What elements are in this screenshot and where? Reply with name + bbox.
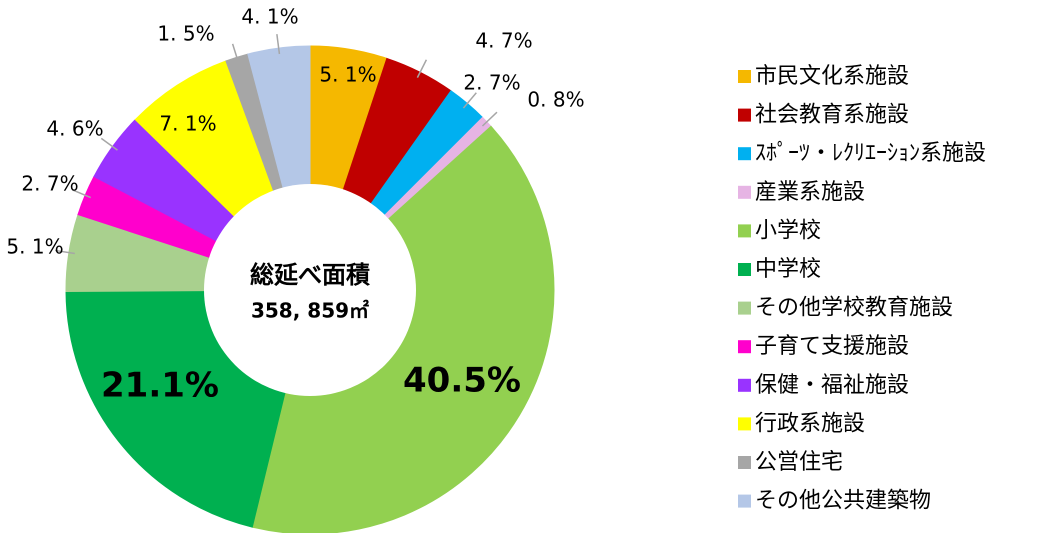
data-label: 2. 7% — [463, 71, 520, 95]
legend-swatch — [738, 108, 751, 122]
legend-label: 子育て支援施設 — [755, 334, 909, 359]
legend-label: 保健・福祉施設 — [755, 373, 909, 398]
legend-swatch — [738, 301, 751, 315]
legend-swatch — [738, 494, 751, 508]
leader-line — [462, 92, 477, 109]
donut-hole — [204, 184, 416, 396]
data-label: 21.1% — [101, 366, 219, 406]
center-title: 総延べ面積 — [250, 261, 370, 289]
leader-line — [416, 59, 428, 78]
legend-swatch — [738, 456, 751, 469]
legend-swatch — [738, 147, 751, 161]
donut-slice — [65, 290, 286, 528]
data-label: 4. 6% — [46, 117, 103, 141]
leader-line — [54, 249, 75, 255]
leader-line — [481, 111, 498, 127]
legend-swatch — [738, 70, 751, 83]
legend-label: ｽﾎﾟｰﾂ・ﾚｸﾘｴｰｼｮﾝ系施設 — [755, 141, 986, 166]
legend-swatch — [738, 378, 751, 392]
data-label: 0. 8% — [527, 88, 584, 112]
legend-swatch — [738, 224, 751, 238]
data-label: 4. 7% — [475, 29, 532, 53]
data-label: 40.5% — [403, 361, 521, 401]
legend-swatch — [738, 340, 751, 354]
legend-label: 社会教育系施設 — [755, 103, 909, 128]
legend-swatch — [738, 263, 751, 276]
leader-line — [231, 43, 240, 64]
data-label: 5. 1% — [319, 63, 376, 87]
center-subtitle: 358, 859㎡ — [251, 299, 369, 323]
legend-label: その他公共建築物 — [755, 489, 931, 514]
legend-label: 小学校 — [755, 218, 821, 243]
leader-line — [100, 137, 118, 151]
leader-line — [276, 34, 281, 55]
legend-label: 公営住宅 — [755, 450, 843, 475]
legend-swatch — [738, 417, 751, 431]
legend-label: 行政系施設 — [755, 411, 865, 436]
data-label: 5. 1% — [6, 235, 63, 259]
data-label: 2. 7% — [21, 172, 78, 196]
legend-label: 産業系施設 — [755, 180, 865, 205]
legend-label: 中学校 — [755, 257, 821, 282]
data-label: 4. 1% — [241, 5, 298, 29]
legend-label: その他学校教育施設 — [755, 296, 953, 321]
leader-line — [71, 189, 91, 199]
legend-label: 市民文化系施設 — [755, 64, 909, 89]
legend-swatch — [738, 185, 751, 199]
data-label: 7. 1% — [159, 112, 216, 136]
data-label: 1. 5% — [157, 22, 214, 46]
